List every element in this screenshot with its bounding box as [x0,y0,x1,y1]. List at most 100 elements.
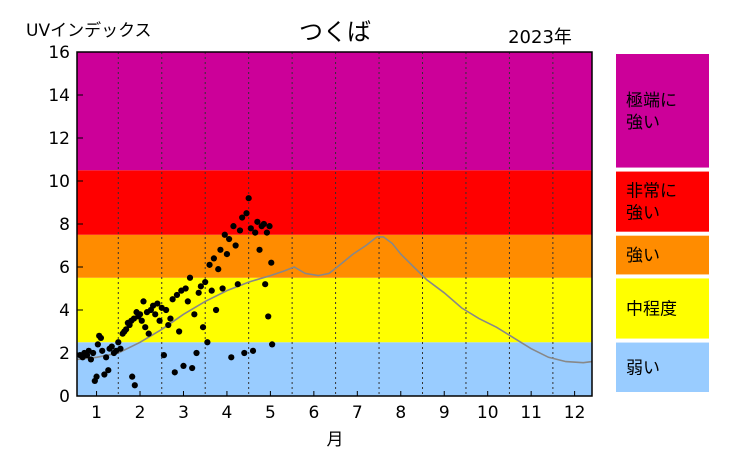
legend-label-3: 非常に強い [626,182,677,224]
data-point-33 [136,311,144,318]
data-point-72 [219,285,226,292]
data-points-layer [76,195,276,389]
data-point-67 [208,287,215,294]
data-point-79 [234,281,241,288]
data-point-56 [184,298,191,305]
data-point-20 [115,339,122,346]
data-point-41 [152,311,159,318]
data-point-61 [195,289,202,296]
data-point-57 [186,274,194,281]
data-point-62 [197,283,204,290]
data-point-5 [87,356,95,363]
band-4 [77,52,592,171]
data-point-13 [101,371,108,378]
data-point-24 [123,326,130,333]
data-point-64 [202,278,209,286]
average-line-layer [76,236,593,364]
y-tick-label-6: 12 [48,129,70,149]
data-point-58 [189,364,196,372]
data-point-84 [245,195,252,202]
legend-box-3 [616,171,709,232]
x-tick-label-0: 1 [91,403,102,423]
data-point-85 [247,225,254,232]
data-point-83 [243,210,250,217]
data-point-55 [182,285,189,292]
data-point-48 [167,315,174,322]
data-point-91 [260,220,267,228]
data-point-11 [97,334,105,342]
data-point-9 [94,341,101,348]
y-tick-label-7: 14 [48,86,70,106]
data-point-71 [217,246,224,253]
data-point-49 [169,296,176,303]
data-point-81 [239,214,246,221]
x-tick-label-6: 7 [352,403,363,423]
year-label: 2023年 [508,27,572,48]
data-point-47 [165,321,172,329]
grid-lines [117,52,554,396]
data-point-46 [162,306,170,314]
y-tick-label-1: 2 [59,344,70,364]
data-point-75 [226,235,233,243]
data-point-65 [204,339,211,346]
data-point-15 [105,367,112,374]
data-point-66 [206,261,213,268]
band-1 [77,277,592,343]
data-point-94 [265,313,272,320]
data-point-74 [223,251,231,258]
data-point-69 [212,306,220,314]
x-tick-label-3: 4 [222,403,233,423]
series-line-1 [76,236,593,364]
legend-label-0: 弱い [626,358,660,378]
data-point-68 [210,255,217,262]
data-point-78 [232,242,239,249]
y-tick-label-4: 8 [59,215,70,235]
x-axis-label: 月 [327,430,344,450]
data-point-59 [191,311,198,318]
data-point-6 [89,349,97,357]
data-point-28 [129,373,136,380]
data-point-30 [131,382,138,389]
data-point-76 [228,354,235,361]
data-point-36 [142,324,149,331]
data-point-97 [269,341,276,348]
data-point-52 [176,328,183,335]
data-point-43 [156,317,163,324]
uv-level-bands [77,52,592,396]
chart-title: つくば [299,18,371,46]
legend-label-2: 強い [626,246,660,266]
x-tick-label-4: 5 [265,403,276,423]
data-point-42 [154,300,161,307]
data-point-34 [138,317,145,324]
legend-box-0 [616,342,709,392]
data-point-54 [180,362,187,369]
data-point-38 [145,330,152,337]
data-point-12 [99,347,106,354]
data-point-17 [108,343,115,350]
x-tick-label-2: 3 [178,403,189,423]
x-tick-label-7: 8 [395,403,406,423]
y-tick-label-5: 10 [48,172,70,192]
data-point-93 [263,229,271,236]
data-point-86 [249,347,257,354]
legend-label-4: 極端に強い [626,91,677,133]
legend-box-2 [616,235,709,275]
band-3 [77,170,592,235]
data-point-14 [103,354,110,361]
data-point-89 [256,246,263,253]
x-tick-label-5: 6 [308,403,319,423]
data-point-77 [230,223,237,230]
data-point-8 [93,373,100,380]
legend-box-1 [616,278,709,339]
data-point-80 [236,227,244,234]
legend-box-4 [616,54,709,168]
data-point-45 [160,352,168,359]
data-point-88 [254,218,261,225]
data-point-51 [173,291,181,299]
y-axis-label: UVインデックス [26,20,152,41]
data-point-87 [252,229,259,236]
band-2 [77,234,592,278]
data-point-73 [221,231,228,238]
data-point-21 [117,345,124,352]
